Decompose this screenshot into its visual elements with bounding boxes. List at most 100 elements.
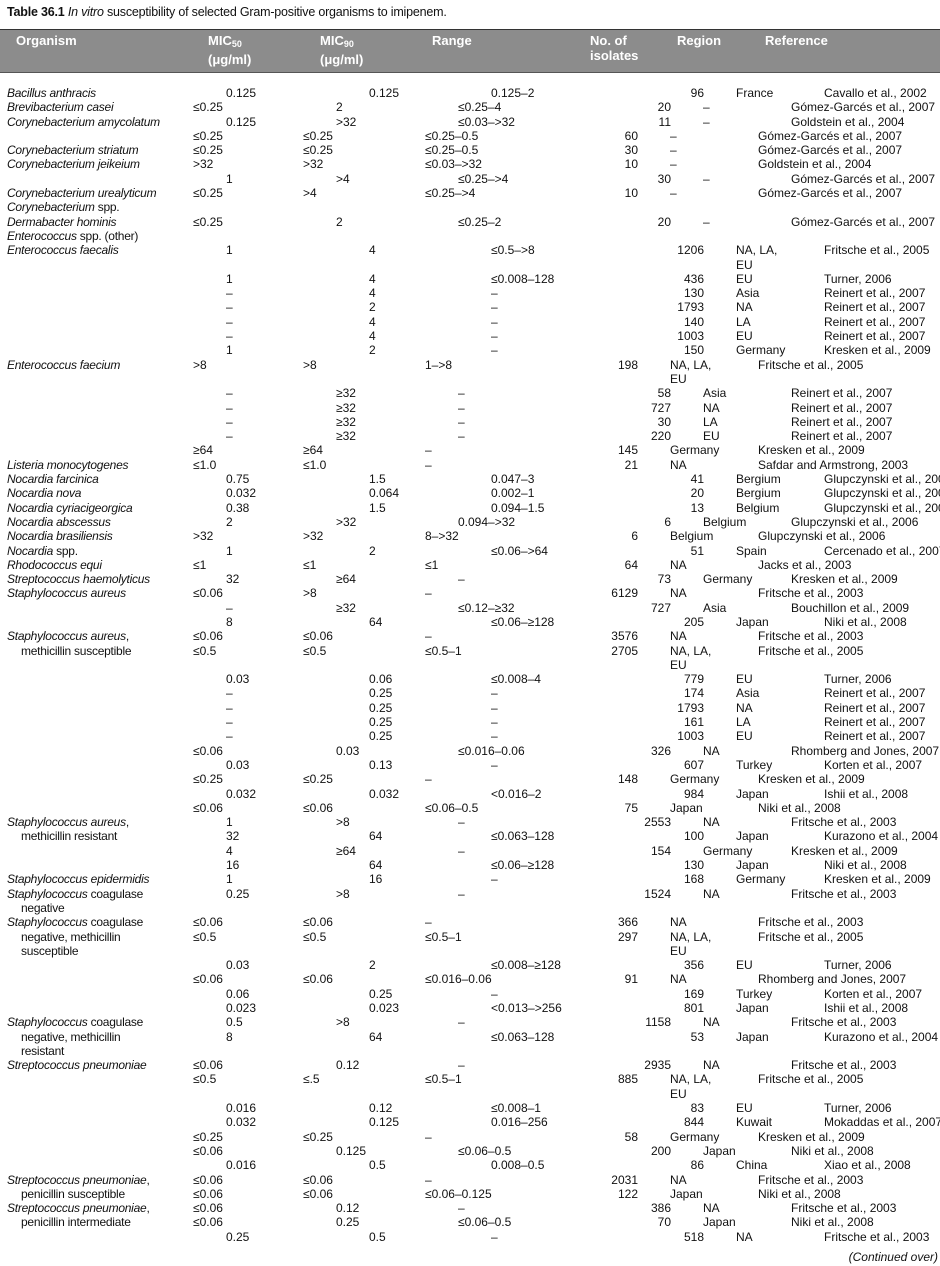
region-cell	[670, 229, 728, 243]
table-row: ≤0.06 ≤0.06 ≤0.06–0.5 75 Japan Niki et al., 2…	[0, 801, 940, 815]
table-row: Staphylococcus coagulase 0.5 >8 – 1158 NA Frit…	[0, 1015, 940, 1029]
reference-cell: Gómez-Garcés et al., 2007	[791, 214, 936, 229]
range-cell: ≤0.016–0.06	[425, 972, 492, 987]
isolates-cell: 984	[683, 786, 704, 801]
range-cell: ≤0.03–>32	[458, 114, 515, 129]
mic50-cell: ≤0.06	[193, 586, 223, 601]
region-cell: Germany	[670, 1129, 720, 1144]
region-cell: –	[703, 100, 710, 115]
region-cell: NA	[670, 557, 687, 572]
table-row: Corynebacterium amycolatum 0.125 >32 ≤0.03–…	[0, 115, 940, 129]
isolates-cell: 198	[617, 357, 638, 372]
caption-italic: In vitro	[67, 5, 104, 19]
mic50-cell: 0.032	[226, 486, 257, 501]
mic90-cell: 16	[369, 872, 383, 887]
reference-cell: Glupczynski et al., 2006	[824, 472, 940, 487]
reference-cell: Rhomberg and Jones, 2007	[758, 972, 907, 987]
reference-cell: Gómez-Garcés et al., 2007	[791, 100, 936, 115]
organism-name: Staphylococcus aureus,	[7, 629, 129, 644]
mic90-cell: 0.125	[369, 1115, 400, 1130]
reference-cell: Fritsche et al., 2003	[824, 1229, 930, 1244]
reference-cell: Kurazono et al., 2004	[824, 1029, 939, 1044]
organism-cell: Staphylococcus aureus,	[0, 815, 193, 829]
table-row: – 0.25 – 174 Asia Reinert et al., 2007	[0, 686, 940, 700]
isolates-cell: 10	[624, 186, 638, 201]
region-cell: –	[670, 128, 677, 143]
mic50-cell: 0.032	[226, 786, 257, 801]
reference-cell: Reinert et al., 2007	[791, 400, 893, 415]
mic50-cell: –	[226, 400, 233, 415]
range-cell: ≤0.5–1	[425, 1072, 462, 1087]
range-cell: –	[491, 286, 498, 301]
mic90-cell: >32	[336, 514, 357, 529]
mic50-cell: 1	[226, 171, 233, 186]
mic90-cell: ≤0.06	[303, 629, 333, 644]
caption-text: susceptibility of selected Gram-positive…	[103, 5, 447, 19]
region-cell: LA	[736, 314, 751, 329]
range-cell: ≤0.008–4	[491, 672, 541, 687]
range-cell: –	[491, 686, 498, 701]
table-row: Nocardia nova 0.032 0.064 0.002–1 20 Bergium G…	[0, 486, 940, 500]
reference-cell: Niki et al., 2008	[791, 1143, 874, 1158]
range-cell: ≤0.008–128	[491, 271, 555, 286]
isolates-cell: 20	[657, 100, 671, 115]
organism-name: Corynebacterium jeikeium	[7, 157, 140, 172]
region-cell: Asia	[703, 386, 727, 401]
reference-cell: Reinert et al., 2007	[791, 414, 893, 429]
reference-cell: Kresken et al., 2009	[791, 843, 898, 858]
table-row: Rhodococcus equi ≤1 ≤1 ≤1 64 NA Jacks et al., …	[0, 558, 940, 572]
region-cell: NA	[703, 1058, 720, 1073]
organism-cell	[0, 601, 193, 615]
table-row: 16 64 ≤0.06–≥128 130 Japan Niki et al., 2008	[0, 858, 940, 872]
reference-cell: Turner, 2006	[824, 271, 892, 286]
isolates-cell: 122	[617, 1186, 638, 1201]
organism-name: Streptococcus pneumoniae,	[7, 1201, 150, 1216]
region-cell: NA, LA, EU	[670, 357, 712, 386]
mic50-cell: –	[226, 600, 233, 615]
isolates-cell	[583, 200, 638, 214]
isolates-cell: 20	[657, 214, 671, 229]
mic50-cell: ≤0.5	[193, 1072, 217, 1087]
mic50-cell: ≥64	[193, 443, 213, 458]
organism-cell	[0, 972, 193, 986]
organism-name: Streptococcus haemolyticus	[7, 572, 150, 587]
mic50-cell: –	[226, 414, 233, 429]
organism-cell	[0, 300, 193, 314]
isolates-cell: 58	[657, 386, 671, 401]
reference-cell: Safdar and Armstrong, 2003	[758, 457, 909, 472]
organism-cell	[0, 1115, 193, 1129]
range-cell: ≤0.008–1	[491, 1101, 541, 1116]
organism-cell	[0, 1001, 193, 1015]
organism-cell: Nocardia nova	[0, 486, 193, 500]
organism-cell: Streptococcus haemolyticus	[0, 572, 193, 586]
table-row: 0.06 0.25 – 169 Turkey Korten et al., 2007	[0, 987, 940, 1001]
mic50-cell: 0.03	[226, 958, 250, 973]
organism-cell: Staphylococcus aureus	[0, 586, 193, 600]
reference-cell: Fritsche et al., 2005	[758, 1072, 864, 1087]
range-cell: 0.008–0.5	[491, 1158, 545, 1173]
table-row: Staphylococcus coagulase ≤0.06 ≤0.06 – 366 NA…	[0, 915, 940, 929]
range-cell: ≤0.06–≥128	[491, 858, 555, 873]
reference-cell: Niki et al., 2008	[758, 800, 841, 815]
range-cell: ≤0.06–0.5	[458, 1143, 512, 1158]
region-cell: NA, LA, EU	[736, 243, 778, 272]
mic90-cell: 2	[369, 300, 376, 315]
mic90-cell: 4	[369, 314, 376, 329]
isolates-cell: 60	[624, 128, 638, 143]
isolates-cell: 1793	[677, 300, 704, 315]
organism-name: Rhodococcus equi	[7, 557, 102, 572]
range-cell: –	[425, 1129, 432, 1144]
mic90-cell: >32	[303, 157, 324, 172]
isolates-cell: 297	[617, 929, 638, 944]
region-cell	[670, 200, 728, 214]
region-cell: Japan	[670, 1186, 703, 1201]
mic50-cell: 0.03	[226, 672, 250, 687]
range-cell: ≤0.06–>64	[491, 543, 548, 558]
mic50-cell: –	[226, 300, 233, 315]
header-mic90: MIC90 (μg/ml)	[320, 33, 363, 67]
organism-name: Staphylococcus epidermidis	[7, 872, 150, 887]
reference-cell: Gómez-Garcés et al., 2007	[758, 128, 903, 143]
region-cell: NA	[736, 1229, 753, 1244]
organism-cell: Corynebacterium spp.	[0, 200, 193, 214]
table-row: penicillin susceptible ≤0.06 ≤0.06 ≤0.06–0.…	[0, 1187, 940, 1201]
